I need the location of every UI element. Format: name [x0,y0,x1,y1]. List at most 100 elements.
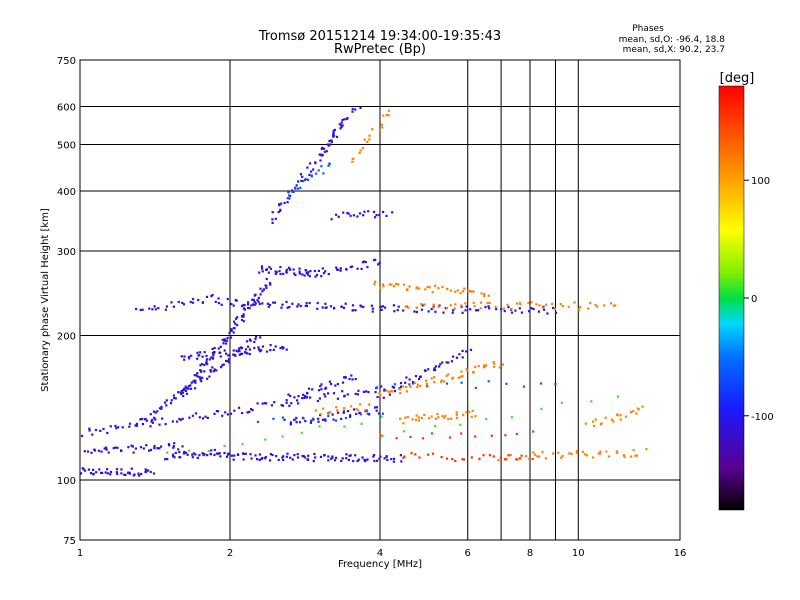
data-points [80,106,648,477]
data-point [288,305,291,309]
data-point [552,306,555,310]
data-point [534,453,537,456]
data-point [344,376,347,379]
data-point [348,377,351,381]
data-point [224,411,227,414]
data-point [324,302,327,305]
data-point [417,416,420,419]
data-point [310,419,313,422]
data-point [232,304,235,307]
data-point [509,453,512,457]
data-point [507,454,510,457]
data-point [128,425,131,428]
data-point [269,459,272,462]
data-point [165,305,168,308]
data-point [213,412,216,415]
data-point [480,292,483,295]
data-point [448,436,452,439]
data-point [470,456,473,459]
data-point [178,417,181,421]
data-point [487,305,490,308]
data-point [336,268,340,271]
data-point [505,382,508,385]
data-point [228,331,231,334]
data-point [431,291,434,294]
data-point [269,283,272,286]
data-point [445,374,448,377]
data-point [395,437,398,440]
data-point [495,308,498,311]
data-point [381,305,384,308]
data-point [467,289,470,292]
data-point [494,305,497,308]
data-point [519,303,522,306]
data-point [169,402,173,405]
data-point [319,159,322,162]
data-point [205,295,209,298]
data-point [396,309,399,312]
data-point [294,273,297,277]
data-point [181,445,184,448]
data-point [153,445,156,448]
data-point [373,454,376,457]
data-point [251,409,254,412]
data-point [227,354,230,357]
data-point [279,266,282,269]
data-point [181,417,184,420]
data-point [223,349,226,352]
data-point [438,365,441,368]
data-point [232,331,235,334]
data-point [425,379,428,382]
data-point [415,306,418,309]
data-point [454,290,457,293]
data-point [356,393,359,396]
data-point [366,266,369,269]
data-point [210,356,213,359]
data-point [217,297,220,300]
data-point [223,451,226,455]
data-point [271,218,274,221]
data-point [135,422,138,425]
data-point [591,456,595,459]
data-point [368,403,371,406]
data-point [347,212,350,215]
data-point [151,418,154,421]
data-point [413,381,416,384]
data-point [607,455,611,458]
data-point [247,345,250,348]
data-point [171,420,174,423]
data-point [483,293,486,296]
data-point [269,349,272,352]
data-point [327,455,330,458]
chart-subtitle: RwPretec (Bp) [334,42,426,57]
data-point [430,377,433,380]
data-point [303,396,306,399]
data-point [375,213,378,217]
data-point [106,431,109,435]
data-point [415,310,418,314]
data-point [219,455,222,458]
data-point [360,305,363,308]
data-point [385,113,389,116]
data-point [304,304,307,307]
data-point [332,129,335,132]
data-point [289,456,292,459]
data-point [518,457,522,460]
data-point [327,459,330,462]
data-point [433,367,436,370]
data-point [271,453,274,457]
data-point [233,454,236,457]
data-point [434,417,437,420]
data-point [173,442,176,445]
data-point [391,211,394,214]
data-point [145,444,148,447]
data-point [522,385,526,388]
data-point [393,457,396,460]
data-point [285,268,288,271]
data-point [518,307,521,310]
data-point [95,471,98,474]
data-point [392,460,395,463]
data-point [414,418,418,421]
data-point [328,162,331,165]
data-point [433,376,436,379]
